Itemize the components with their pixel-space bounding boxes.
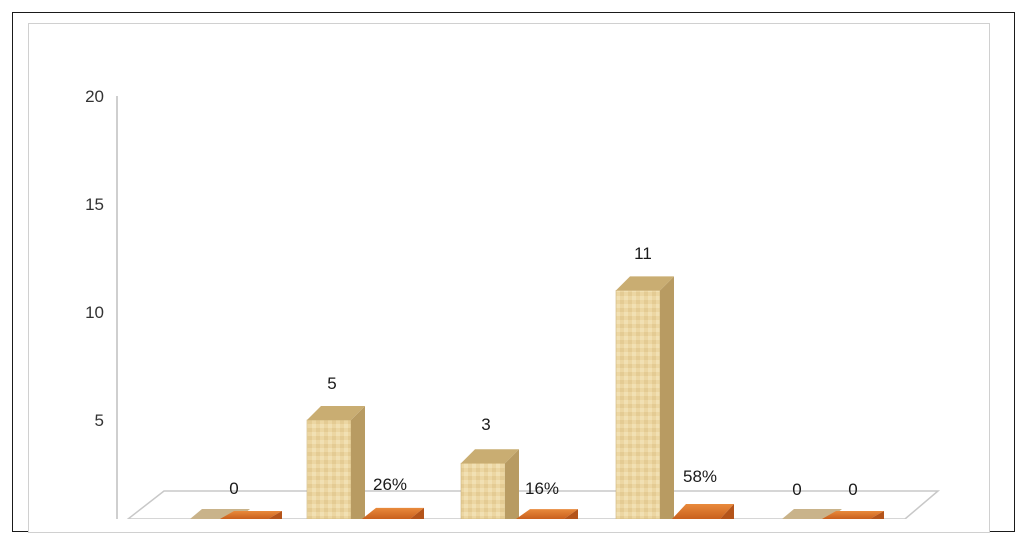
data-label-series1-2: 5	[327, 374, 336, 393]
data-label-series1-3: 3	[481, 415, 490, 434]
bar-series2-5	[822, 511, 884, 519]
data-label-series1-5: 0	[792, 480, 801, 499]
bar-series2-3	[516, 509, 578, 519]
bar-series2-2	[362, 507, 424, 519]
data-label-series2-4: 58%	[683, 467, 717, 486]
chart-plot-area	[28, 23, 990, 533]
bar-series1-3	[460, 449, 519, 519]
bar-series2-4	[672, 504, 734, 519]
chart: 5 10 15 20 0 5 3 11 0 26% 16% 58% 0	[85, 87, 941, 519]
data-label-series1-1: 0	[229, 479, 238, 498]
bar-series2-1	[220, 511, 282, 519]
y-tick-label: 20	[85, 87, 104, 106]
bar-series1-4	[615, 276, 674, 519]
data-label-series2-5: 0	[848, 480, 857, 499]
y-tick-label: 15	[85, 195, 104, 214]
bar-series1-2	[306, 406, 365, 519]
data-label-series2-3: 16%	[525, 479, 559, 498]
y-tick-label: 10	[85, 303, 104, 322]
data-label-series2-2: 26%	[373, 475, 407, 494]
data-label-series1-4: 11	[634, 244, 652, 263]
y-tick-label: 5	[95, 411, 104, 430]
